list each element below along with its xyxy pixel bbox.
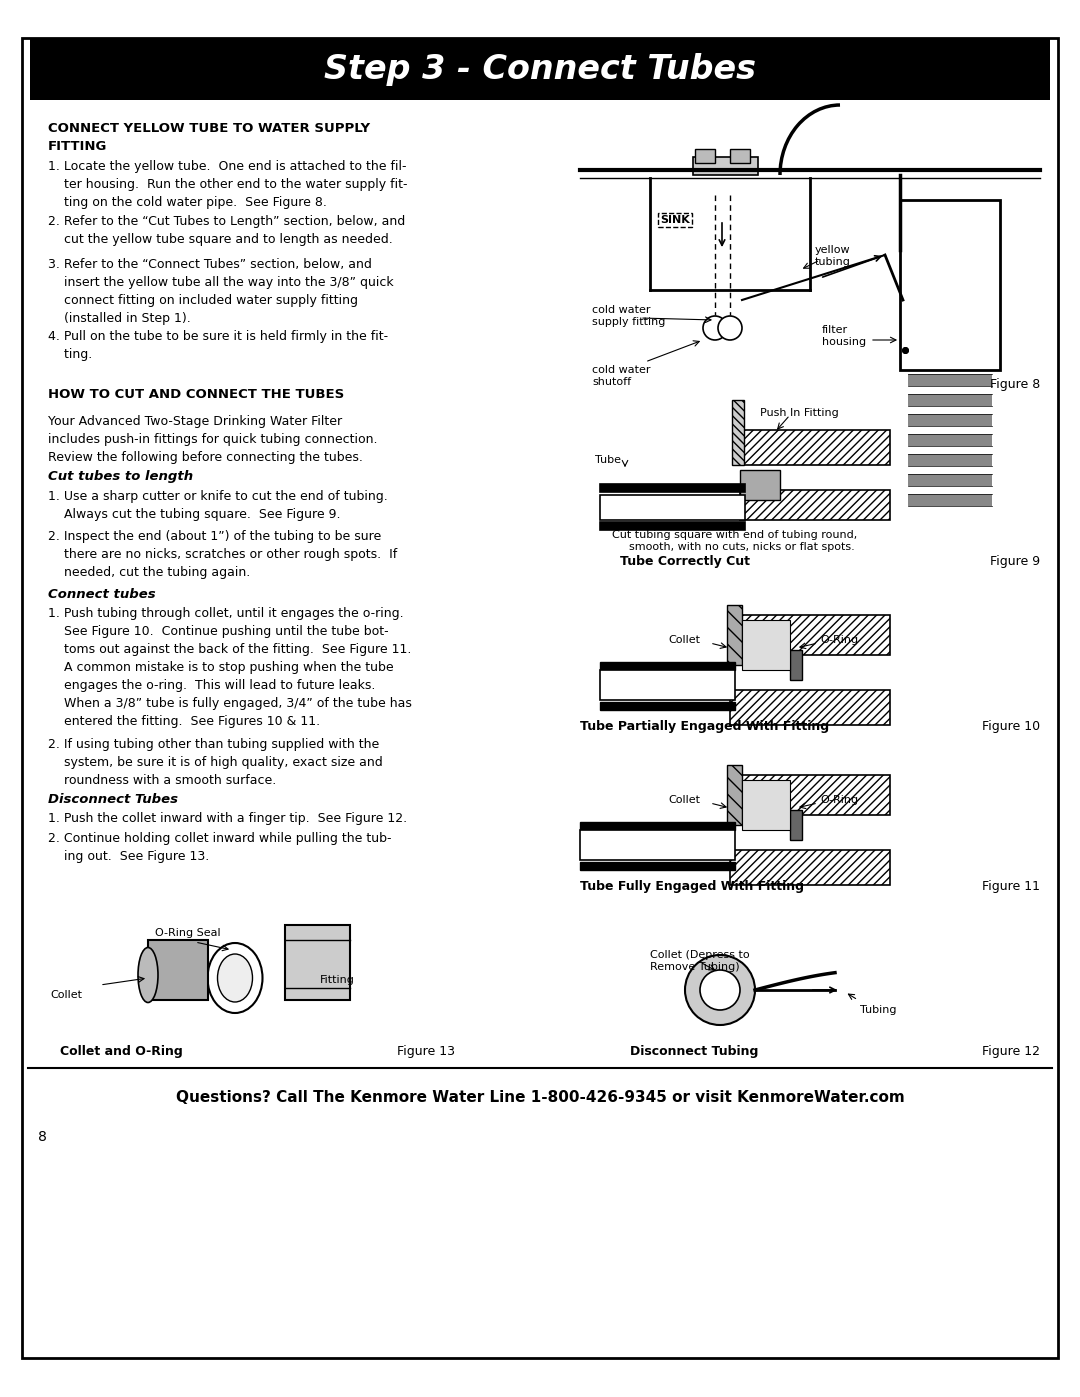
Text: Questions? Call The Kenmore Water Line 1-800-426-9345 or visit KenmoreWater.com: Questions? Call The Kenmore Water Line 1… [176,1090,904,1105]
Text: FITTING: FITTING [48,140,107,154]
Bar [600,522,745,529]
Text: Step 3 - Connect Tubes: Step 3 - Connect Tubes [324,53,756,85]
Text: 1. Push tubing through collet, until it engages the o-ring.
    See Figure 10.  : 1. Push tubing through collet, until it … [48,608,411,728]
Bar [730,849,890,886]
Text: Figure 12: Figure 12 [982,1045,1040,1058]
Bar [908,434,993,446]
Text: Collet: Collet [669,795,700,805]
Text: O-Ring: O-Ring [820,795,859,805]
Bar [600,483,745,492]
Text: Collet: Collet [669,636,700,645]
Text: 2. Inspect the end (about 1”) of the tubing to be sure
    there are no nicks, s: 2. Inspect the end (about 1”) of the tub… [48,529,397,578]
Text: Your Advanced Two-Stage Drinking Water Filter
includes push-in fittings for quic: Your Advanced Two-Stage Drinking Water F… [48,415,378,464]
Text: cold water
shutoff: cold water shutoff [592,365,650,387]
Bar [740,430,890,465]
Text: 1. Push the collet inward with a finger tip.  See Figure 12.: 1. Push the collet inward with a finger … [48,812,407,826]
Text: Collet and O-Ring: Collet and O-Ring [60,1045,183,1058]
Text: 2. Refer to the “Cut Tubes to Length” section, below, and
    cut the yellow tub: 2. Refer to the “Cut Tubes to Length” se… [48,215,405,246]
Bar [908,495,993,506]
Ellipse shape [207,943,262,1013]
Bar [730,775,890,814]
Circle shape [718,316,742,339]
Circle shape [685,956,755,1025]
Bar [727,605,742,665]
Text: HOW TO CUT AND CONNECT THE TUBES: HOW TO CUT AND CONNECT THE TUBES [48,388,345,401]
Text: cold water
supply fitting: cold water supply fitting [592,305,665,327]
Bar [908,454,993,467]
Bar [600,703,735,710]
Bar [30,38,1050,101]
Bar [600,495,745,520]
Text: Disconnect Tubing: Disconnect Tubing [630,1045,758,1058]
Text: Tubing: Tubing [860,1004,896,1016]
Bar [580,862,735,870]
Text: 3. Refer to the “Connect Tubes” section, below, and
    insert the yellow tube a: 3. Refer to the “Connect Tubes” section,… [48,258,393,326]
Text: Collet (Depress to
Remove Tubing): Collet (Depress to Remove Tubing) [650,950,750,971]
Text: Collet: Collet [50,990,82,1000]
Text: 8: 8 [38,1130,46,1144]
Text: O-Ring: O-Ring [820,636,859,645]
Text: Figure 8: Figure 8 [989,379,1040,391]
Text: 1. Use a sharp cutter or knife to cut the end of tubing.
    Always cut the tubi: 1. Use a sharp cutter or knife to cut th… [48,490,388,521]
Text: Tube Partially Engaged With Fitting: Tube Partially Engaged With Fitting [580,719,829,733]
Text: filter
housing: filter housing [822,326,866,346]
Text: 2. If using tubing other than tubing supplied with the
    system, be sure it is: 2. If using tubing other than tubing sup… [48,738,382,787]
Text: CONNECT YELLOW TUBE TO WATER SUPPLY: CONNECT YELLOW TUBE TO WATER SUPPLY [48,122,370,136]
Text: 4. Pull on the tube to be sure it is held firmly in the fit-
    ting.: 4. Pull on the tube to be sure it is hel… [48,330,388,360]
Bar [730,615,890,655]
Bar [727,766,742,826]
Circle shape [700,970,740,1010]
Bar [789,810,802,840]
Text: SINK: SINK [660,215,690,225]
Text: 1. Locate the yellow tube.  One end is attached to the fil-
    ter housing.  Ru: 1. Locate the yellow tube. One end is at… [48,161,407,210]
Text: Cut tubes to length: Cut tubes to length [48,469,193,483]
Bar [600,671,735,700]
Bar [730,690,890,725]
Text: Tube Fully Engaged With Fitting: Tube Fully Engaged With Fitting [580,880,804,893]
Text: Disconnect Tubes: Disconnect Tubes [48,793,178,806]
Text: Figure 10: Figure 10 [982,719,1040,733]
Text: Fitting: Fitting [320,975,355,985]
Bar [580,830,735,861]
Bar [740,490,890,520]
Bar [789,650,802,680]
Bar [580,821,735,830]
Text: Figure 9: Figure 9 [990,555,1040,569]
Text: Connect tubes: Connect tubes [48,588,156,601]
Bar [693,156,758,175]
Text: Push In Fitting: Push In Fitting [760,408,839,418]
Bar [148,940,208,1000]
Text: 2. Continue holding collet inward while pulling the tub-
    ing out.  See Figur: 2. Continue holding collet inward while … [48,833,391,863]
Bar [732,400,744,465]
Bar [600,662,735,671]
Ellipse shape [138,947,158,1003]
Text: Figure 13: Figure 13 [397,1045,455,1058]
Bar [908,414,993,426]
Bar [730,149,750,163]
Bar [742,620,789,671]
Text: yellow
tubing: yellow tubing [815,244,851,267]
Bar [908,474,993,486]
Ellipse shape [217,954,253,1002]
Text: Tube: Tube [595,455,621,465]
Circle shape [703,316,727,339]
Text: Figure 11: Figure 11 [982,880,1040,893]
Bar [696,149,715,163]
Text: Cut tubing square with end of tubing round,
    smooth, with no cuts, nicks or f: Cut tubing square with end of tubing rou… [612,529,858,552]
Bar [285,925,350,1000]
Bar [908,394,993,407]
Bar [900,200,1000,370]
Text: Tube Correctly Cut: Tube Correctly Cut [620,555,750,569]
Bar [740,469,780,500]
Text: O-Ring Seal: O-Ring Seal [156,928,220,937]
Bar [908,374,993,386]
Bar [742,780,789,830]
